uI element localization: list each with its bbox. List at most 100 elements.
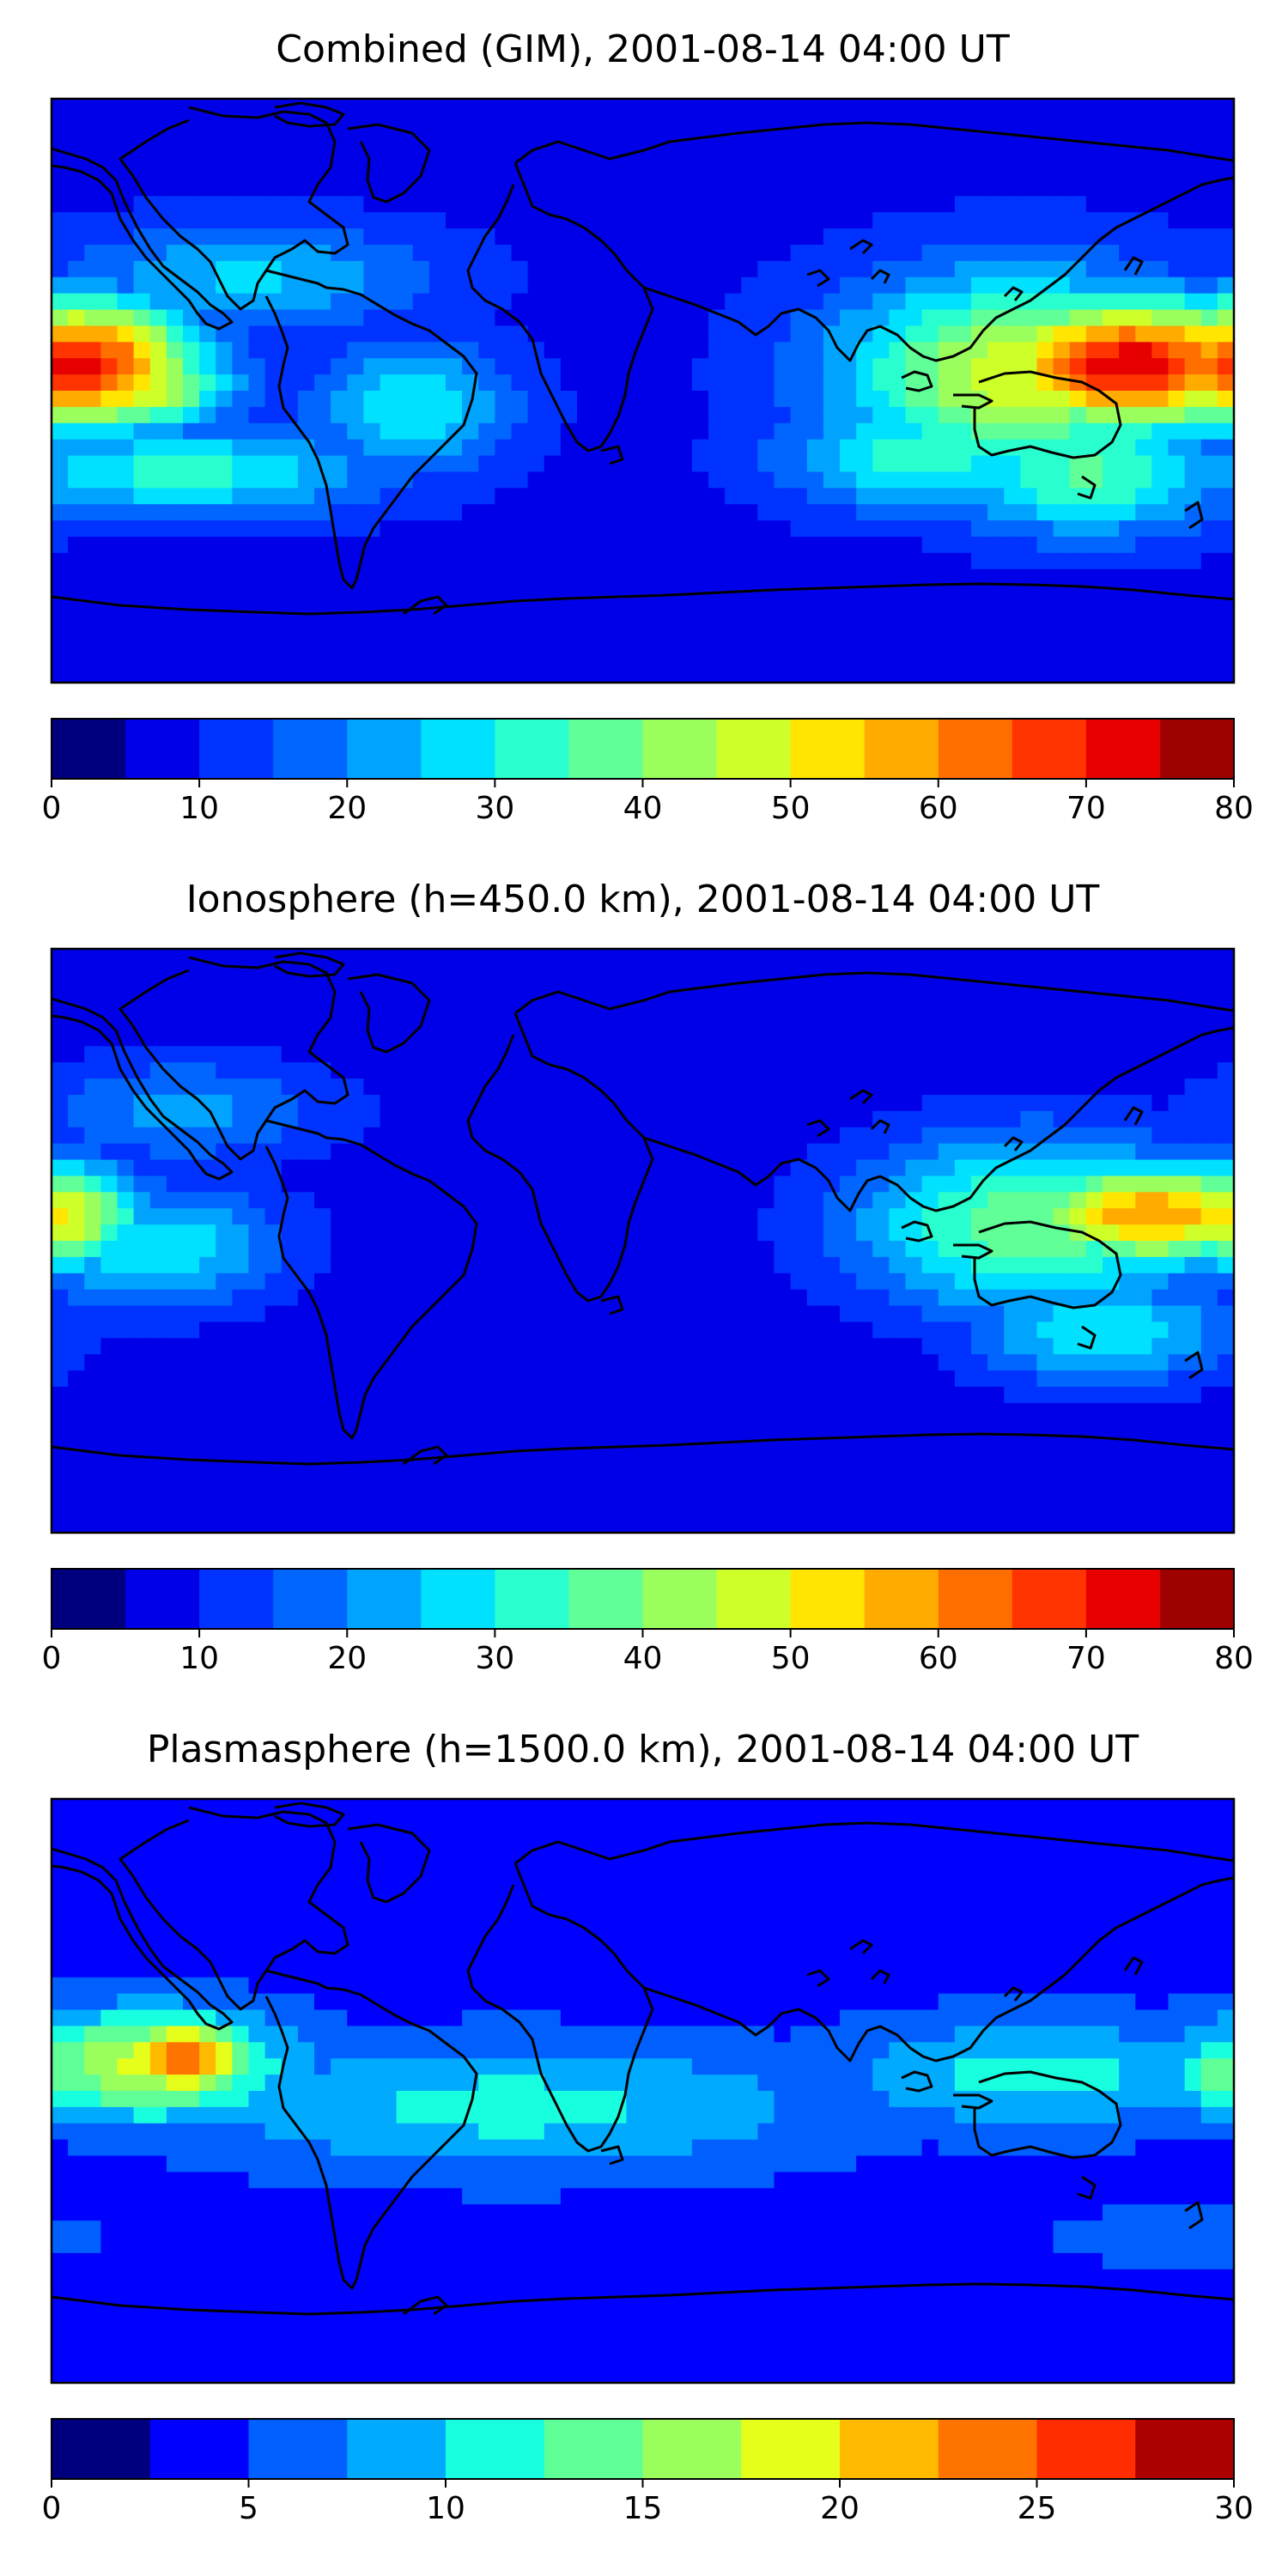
heatmap-cell bbox=[281, 212, 299, 229]
heatmap-cell bbox=[331, 634, 348, 651]
heatmap-cell bbox=[216, 568, 233, 586]
heatmap-cell bbox=[149, 997, 167, 1015]
heatmap-cell bbox=[68, 1013, 85, 1031]
heatmap-cell bbox=[921, 455, 939, 473]
heatmap-cell bbox=[100, 1192, 118, 1209]
heatmap-cell bbox=[1168, 601, 1186, 619]
heatmap-cell bbox=[954, 1451, 972, 1469]
heatmap-cell bbox=[954, 391, 972, 408]
heatmap-cell bbox=[659, 601, 677, 619]
heatmap-cell bbox=[52, 1208, 69, 1225]
heatmap-cell bbox=[1151, 455, 1170, 473]
heatmap-cell bbox=[314, 1046, 331, 1063]
heatmap-cell bbox=[1004, 212, 1021, 229]
heatmap-cell bbox=[149, 1370, 167, 1388]
heatmap-cell bbox=[675, 471, 693, 489]
heatmap-cell bbox=[741, 163, 758, 181]
heatmap-cell bbox=[363, 650, 381, 667]
heatmap-cell bbox=[84, 1467, 101, 1485]
heatmap-cell bbox=[954, 1370, 972, 1388]
heatmap-cell bbox=[560, 1143, 578, 1161]
heatmap-cell bbox=[380, 1078, 398, 1096]
heatmap-cell bbox=[691, 391, 709, 408]
heatmap-cell bbox=[725, 520, 742, 538]
heatmap-cell bbox=[396, 949, 414, 966]
heatmap-cell bbox=[741, 147, 758, 165]
heatmap-cell bbox=[790, 1224, 808, 1242]
heatmap-cell bbox=[741, 1208, 758, 1225]
heatmap-cell bbox=[314, 422, 331, 440]
heatmap-cell bbox=[1151, 1176, 1170, 1193]
heatmap-cell bbox=[52, 1176, 69, 1193]
heatmap-cell bbox=[297, 374, 315, 392]
heatmap-cell bbox=[1103, 179, 1120, 197]
heatmap-cell bbox=[281, 1030, 299, 1047]
heatmap-cell bbox=[68, 537, 85, 554]
heatmap-cell bbox=[1119, 196, 1136, 213]
heatmap-cell bbox=[1103, 406, 1120, 424]
heatmap-cell bbox=[872, 1062, 890, 1079]
heatmap-cell bbox=[971, 163, 988, 181]
heatmap-cell bbox=[1036, 1046, 1054, 1063]
heatmap-cell bbox=[790, 520, 808, 538]
heatmap-cell bbox=[527, 1030, 545, 1047]
heatmap-cell bbox=[856, 601, 873, 619]
tec-map bbox=[50, 97, 1236, 684]
heatmap-cell bbox=[741, 1030, 758, 1047]
heatmap-cell bbox=[1200, 1013, 1218, 1031]
heatmap-cell bbox=[52, 1289, 69, 1307]
heatmap-cell bbox=[741, 1256, 758, 1274]
heatmap-cell bbox=[1119, 342, 1136, 359]
heatmap-cell bbox=[560, 1338, 578, 1355]
heatmap-cell bbox=[725, 949, 742, 966]
heatmap-cell bbox=[691, 358, 709, 375]
heatmap-cell bbox=[166, 1159, 184, 1177]
heatmap-cell bbox=[1135, 179, 1152, 197]
heatmap-cell bbox=[1168, 455, 1186, 473]
heatmap-cell bbox=[806, 1467, 824, 1485]
heatmap-cell bbox=[248, 406, 266, 424]
heatmap-cell bbox=[1085, 1110, 1103, 1128]
heatmap-cell bbox=[577, 471, 594, 489]
heatmap-cell bbox=[1036, 1402, 1054, 1420]
heatmap-cell bbox=[593, 1241, 611, 1258]
heatmap-cell bbox=[610, 949, 627, 966]
heatmap-cell bbox=[281, 1387, 299, 1404]
heatmap-cell bbox=[1069, 601, 1087, 619]
heatmap-cell bbox=[412, 1224, 430, 1242]
heatmap-cell bbox=[987, 1338, 1005, 1355]
heatmap-cell bbox=[248, 342, 266, 359]
heatmap-cell bbox=[1135, 1305, 1152, 1323]
heatmap-cell bbox=[1053, 1256, 1071, 1274]
heatmap-cell bbox=[68, 1387, 85, 1404]
heatmap-cell bbox=[314, 1435, 331, 1453]
heatmap-cell bbox=[806, 601, 824, 619]
heatmap-cell bbox=[725, 568, 742, 586]
heatmap-cell bbox=[52, 1143, 69, 1161]
heatmap-cell bbox=[971, 1402, 988, 1420]
heatmap-cell bbox=[675, 422, 693, 440]
heatmap-cell bbox=[774, 585, 792, 603]
heatmap-cell bbox=[790, 374, 808, 392]
heatmap-cell bbox=[741, 1095, 758, 1112]
heatmap-cell bbox=[889, 163, 907, 181]
heatmap-cell bbox=[248, 1224, 266, 1242]
heatmap-cell bbox=[347, 1338, 364, 1355]
heatmap-cell bbox=[1036, 1321, 1054, 1339]
heatmap-cell bbox=[314, 537, 331, 554]
heatmap-cell bbox=[757, 131, 775, 149]
heatmap-cell bbox=[905, 276, 923, 295]
heatmap-cell bbox=[133, 1354, 151, 1371]
heatmap-cell bbox=[1200, 342, 1218, 359]
heatmap-cell bbox=[1036, 949, 1054, 966]
heatmap-cell bbox=[938, 1159, 956, 1177]
heatmap-cell bbox=[297, 537, 315, 554]
heatmap-cell bbox=[248, 1030, 266, 1047]
heatmap-cell bbox=[708, 981, 726, 999]
heatmap-cell bbox=[823, 391, 841, 408]
heatmap-cell bbox=[577, 1078, 594, 1096]
heatmap-cell bbox=[412, 1159, 430, 1177]
heatmap-cell bbox=[363, 131, 381, 149]
heatmap-cell bbox=[511, 114, 529, 132]
heatmap-cell bbox=[823, 439, 841, 457]
